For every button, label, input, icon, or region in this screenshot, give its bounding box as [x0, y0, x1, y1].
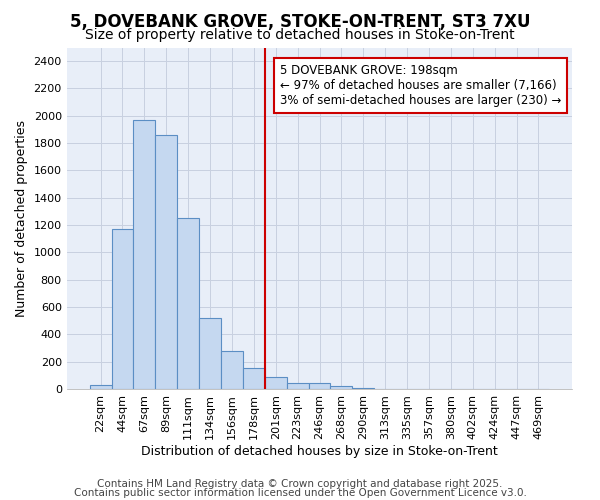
X-axis label: Distribution of detached houses by size in Stoke-on-Trent: Distribution of detached houses by size … — [141, 444, 498, 458]
Bar — [177, 218, 199, 389]
Text: Contains public sector information licensed under the Open Government Licence v3: Contains public sector information licen… — [74, 488, 526, 498]
Bar — [331, 386, 352, 389]
Bar — [155, 135, 177, 389]
Text: Contains HM Land Registry data © Crown copyright and database right 2025.: Contains HM Land Registry data © Crown c… — [97, 479, 503, 489]
Bar — [89, 385, 112, 389]
Bar — [133, 120, 155, 389]
Bar — [287, 383, 308, 389]
Bar — [308, 384, 331, 389]
Text: 5, DOVEBANK GROVE, STOKE-ON-TRENT, ST3 7XU: 5, DOVEBANK GROVE, STOKE-ON-TRENT, ST3 7… — [70, 12, 530, 30]
Text: 5 DOVEBANK GROVE: 198sqm
← 97% of detached houses are smaller (7,166)
3% of semi: 5 DOVEBANK GROVE: 198sqm ← 97% of detach… — [280, 64, 562, 107]
Bar — [199, 318, 221, 389]
Bar — [112, 229, 133, 389]
Bar — [243, 368, 265, 389]
Bar — [221, 352, 243, 389]
Y-axis label: Number of detached properties: Number of detached properties — [15, 120, 28, 316]
Bar — [352, 388, 374, 389]
Bar — [265, 376, 287, 389]
Text: Size of property relative to detached houses in Stoke-on-Trent: Size of property relative to detached ho… — [85, 28, 515, 42]
